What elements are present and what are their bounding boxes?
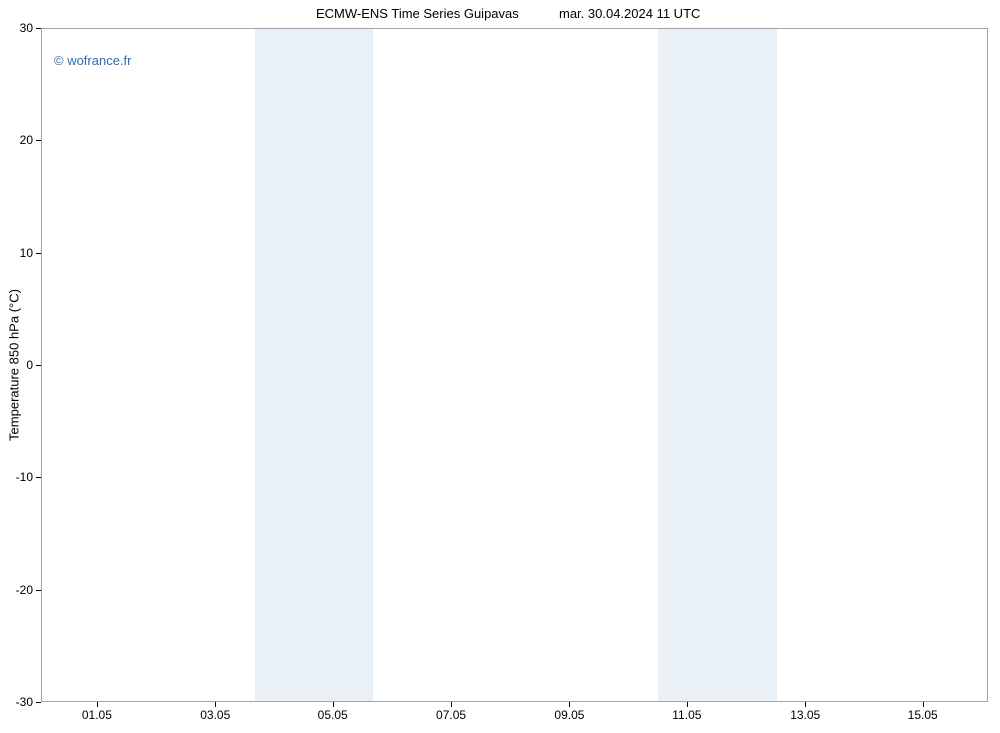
x-tick-label: 09.05 (554, 708, 584, 722)
chart-title-left: ECMW-ENS Time Series Guipavas (316, 6, 519, 21)
x-tick-label: 11.05 (672, 708, 701, 722)
x-tick-label: 07.05 (436, 708, 466, 722)
y-tick-label: -30 (0, 695, 33, 709)
x-tick-label: 03.05 (200, 708, 230, 722)
x-tick-mark (687, 702, 688, 707)
y-tick-label: 10 (0, 246, 33, 260)
weekend-band (255, 29, 373, 701)
y-tick-label: 30 (0, 21, 33, 35)
y-tick-label: -20 (0, 583, 33, 597)
y-tick-mark (36, 477, 41, 478)
y-tick-label: 0 (0, 358, 33, 372)
y-tick-mark (36, 253, 41, 254)
y-tick-label: 20 (0, 133, 33, 147)
x-tick-label: 05.05 (318, 708, 348, 722)
x-tick-mark (451, 702, 452, 707)
x-tick-label: 15.05 (908, 708, 938, 722)
x-tick-mark (333, 702, 334, 707)
y-tick-mark (36, 140, 41, 141)
x-tick-mark (569, 702, 570, 707)
y-tick-mark (36, 702, 41, 703)
y-tick-mark (36, 365, 41, 366)
chart-title-right: mar. 30.04.2024 11 UTC (559, 6, 700, 21)
plot-area: © wofrance.fr (41, 28, 988, 702)
x-tick-label: 13.05 (790, 708, 820, 722)
x-tick-label: 01.05 (82, 708, 112, 722)
weekend-band (658, 29, 776, 701)
y-tick-mark (36, 590, 41, 591)
x-tick-mark (923, 702, 924, 707)
y-tick-label: -10 (0, 470, 33, 484)
watermark-text: © wofrance.fr (54, 53, 132, 68)
y-tick-mark (36, 28, 41, 29)
chart-container: ECMW-ENS Time Series Guipavas mar. 30.04… (0, 0, 1000, 733)
x-tick-mark (97, 702, 98, 707)
x-tick-mark (215, 702, 216, 707)
x-tick-mark (805, 702, 806, 707)
